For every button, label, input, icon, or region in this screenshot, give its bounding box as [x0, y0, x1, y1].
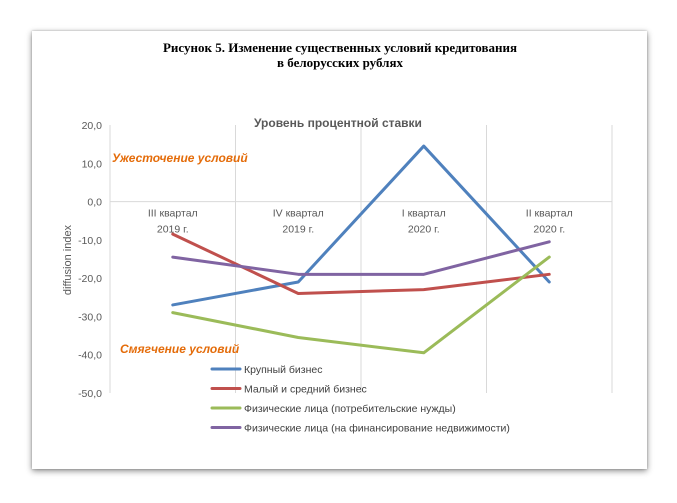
y-tick-label: 10,0 — [82, 158, 103, 170]
y-tick-label: -20,0 — [78, 273, 102, 285]
y-tick-label: 20,0 — [82, 120, 103, 132]
x-category-label: IV квартал — [273, 208, 324, 220]
legend-label-2: Малый и средний бизнес — [244, 384, 367, 396]
y-tick-label: -40,0 — [78, 350, 102, 362]
x-category-label-year: 2020 г. — [408, 224, 440, 236]
chart-title: Уровень процентной ставки — [254, 116, 422, 130]
y-tick-label: -30,0 — [78, 311, 102, 323]
figure-title-line1: Рисунок 5. Изменение существенных услови… — [162, 40, 518, 55]
series-line-4 — [171, 240, 551, 276]
series-line-1 — [171, 144, 551, 307]
x-category-label: I квартал — [402, 208, 446, 220]
legend-label-4: Физические лица (на финансирование недви… — [244, 423, 510, 435]
x-category-label-year: 2019 г. — [157, 224, 189, 236]
y-tick-label: -50,0 — [78, 388, 102, 400]
legend-label-1: Крупный бизнес — [244, 364, 322, 376]
series-line-3 — [171, 255, 551, 355]
series-lines — [171, 144, 551, 355]
figure-card — [32, 31, 647, 469]
y-tick-labels: 20,0 10,0 0,0 -10,0 -20,0 -30,0 -40,0 -50,0 — [78, 120, 102, 400]
x-category-label: III квартал — [148, 208, 198, 220]
x-category-label-year: 2019 г. — [282, 224, 314, 236]
y-tick-label: -10,0 — [78, 235, 102, 247]
figure-title-line2: в белорусских рублях — [277, 55, 403, 70]
x-category-label: II квартал — [526, 208, 573, 220]
annotation-easing: Смягчение условий — [120, 342, 240, 356]
y-tick-label: 0,0 — [87, 197, 102, 209]
series-line-2 — [171, 232, 551, 295]
chart-legend: Крупный бизнес Малый и средний бизнес Физи… — [210, 364, 510, 435]
annotation-tightening: Ужесточение условий — [112, 151, 248, 165]
y-axis-label: diffusion index — [62, 224, 74, 295]
legend-label-3: Физические лица (потребительские нужды) — [244, 403, 456, 415]
x-category-label-year: 2020 г. — [533, 224, 565, 236]
x-category-labels: III квартал 2019 г. IV квартал 2019 г. I ква… — [148, 208, 573, 236]
